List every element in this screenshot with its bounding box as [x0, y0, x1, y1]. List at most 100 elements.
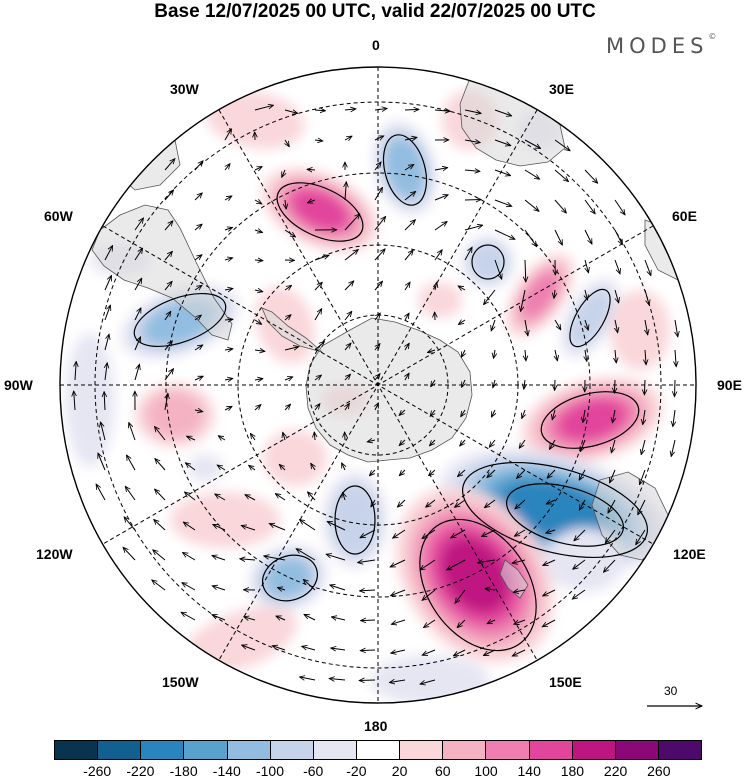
anomaly-blob	[610, 290, 670, 370]
wind-arrow	[422, 589, 436, 600]
colorbar	[54, 740, 702, 760]
colorbar-tick-label: 60	[435, 763, 451, 779]
colorbar-segment	[658, 741, 702, 759]
wind-arrow	[422, 649, 436, 655]
colorbar-tick-label: 140	[517, 763, 541, 779]
wind-arrow	[420, 559, 436, 570]
wind-arrow	[434, 195, 448, 201]
copyright-mark: ©	[708, 32, 717, 41]
wind-arrow	[604, 559, 616, 572]
wind-arrow	[155, 459, 166, 471]
wind-arrow	[525, 319, 528, 336]
wind-arrow	[389, 680, 406, 683]
wind-arrow	[212, 586, 226, 591]
wind-arrow	[269, 524, 286, 531]
wind-arrow	[344, 311, 352, 321]
contour-line	[569, 288, 611, 348]
wind-arrow	[254, 350, 265, 351]
wind-arrow	[675, 319, 678, 337]
anomaly-blob	[170, 492, 280, 548]
wind-arrow	[524, 199, 539, 211]
wind-arrow	[224, 319, 233, 320]
wind-arrow	[245, 495, 256, 501]
wind-arrow	[614, 229, 622, 245]
wind-arrow	[405, 373, 409, 381]
wind-arrow	[555, 349, 557, 361]
wind-arrow	[374, 135, 384, 140]
wind-arrow	[461, 409, 465, 417]
wind-arrow	[284, 347, 299, 350]
colorbar-segment	[529, 741, 573, 759]
wind-arrow	[165, 393, 168, 411]
label-0: 0	[372, 37, 380, 53]
wind-arrow	[554, 289, 555, 298]
wind-arrow	[461, 349, 465, 357]
wind-arrow	[434, 222, 447, 231]
colorbar-segment	[313, 741, 357, 759]
wind-arrow	[344, 250, 358, 261]
wind-arrow	[584, 169, 598, 183]
wind-arrow	[284, 404, 291, 411]
anomaly-blob	[263, 430, 327, 486]
wind-arrow	[494, 139, 511, 146]
wind-arrow	[614, 259, 620, 274]
wind-arrow	[513, 590, 526, 592]
wind-arrow	[580, 439, 586, 452]
wind-arrow	[525, 349, 526, 361]
wind-arrow	[422, 529, 436, 539]
colorbar-tick-label: -20	[346, 763, 367, 779]
wind-arrow	[304, 614, 316, 621]
wind-arrow	[494, 199, 512, 206]
wind-arrow	[427, 350, 436, 353]
colorbar-tick-label: 20	[391, 763, 408, 779]
wind-arrow	[182, 583, 196, 591]
anomaly-blob	[370, 655, 490, 703]
wind-arrow	[484, 499, 496, 508]
wind-arrow	[164, 281, 172, 291]
colorbar-segment	[400, 741, 444, 759]
colorbar-segment	[184, 741, 228, 759]
anomaly-blob	[418, 282, 462, 318]
wind-arrow	[314, 432, 315, 441]
colorbar-tick-label: 260	[647, 763, 671, 779]
wind-arrow	[494, 259, 502, 279]
colorbar-tick-label: 220	[603, 763, 628, 779]
anomaly-blob	[65, 332, 115, 468]
wind-arrow	[374, 313, 380, 321]
wind-arrow	[641, 439, 646, 455]
wind-arrow	[224, 227, 233, 230]
wind-arrow	[572, 589, 586, 599]
wind-arrow	[187, 435, 196, 440]
label-60w: 60W	[44, 208, 73, 224]
wind-arrow	[554, 139, 570, 151]
contour-line	[419, 518, 537, 652]
label-150e: 150E	[549, 674, 582, 690]
wind-arrow	[374, 249, 385, 261]
wind-arrow	[264, 556, 286, 561]
colorbar-tick-label: -220	[126, 763, 155, 779]
wind-arrow	[424, 619, 436, 628]
wind-arrow	[461, 379, 465, 387]
colorbar-tick-label: -260	[83, 763, 112, 779]
wind-arrow	[675, 379, 676, 397]
wind-arrow	[218, 436, 226, 440]
wind-arrow	[224, 289, 233, 291]
wind-arrow	[284, 377, 293, 380]
label-30e: 30E	[549, 81, 574, 97]
wind-arrow	[608, 499, 616, 513]
graticule	[60, 67, 696, 703]
colorbar-segment	[486, 741, 530, 759]
wind-arrow	[610, 469, 616, 483]
wind-arrow	[374, 187, 383, 201]
wind-arrow	[254, 405, 261, 411]
wind-arrow	[254, 230, 263, 233]
colorbar-tick-label: 180	[560, 763, 585, 779]
map-boundary	[59, 66, 697, 704]
wind-arrow	[487, 469, 496, 478]
wind-arrow	[512, 649, 526, 657]
wind-vectors	[74, 105, 678, 684]
wind-arrow	[344, 281, 354, 291]
wind-arrow	[194, 375, 203, 380]
colorbar-segment	[141, 741, 185, 759]
